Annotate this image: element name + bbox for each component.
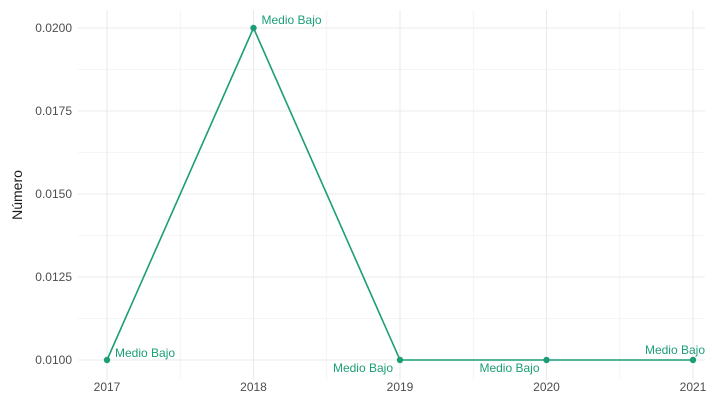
data-label: Medio Bajo bbox=[115, 346, 175, 360]
data-label: Medio Bajo bbox=[479, 361, 539, 375]
data-point bbox=[689, 356, 697, 364]
data-label: Medio Bajo bbox=[262, 13, 322, 27]
data-label: Medio Bajo bbox=[645, 343, 705, 357]
x-tick-label: 2018 bbox=[240, 380, 267, 394]
y-tick-label: 0.0125 bbox=[35, 270, 72, 284]
x-tick-label: 2021 bbox=[680, 380, 707, 394]
y-tick-label: 0.0100 bbox=[35, 353, 72, 367]
y-tick-label: 0.0150 bbox=[35, 187, 72, 201]
data-point bbox=[543, 356, 550, 364]
y-tick-label: 0.0200 bbox=[35, 21, 72, 35]
data-labels: Medio Bajo Medio Bajo Medio Bajo Medio Bajo… bbox=[115, 13, 705, 375]
x-tick-label: 2020 bbox=[533, 380, 560, 394]
data-point bbox=[103, 356, 111, 364]
y-tick-label: 0.0175 bbox=[35, 104, 72, 118]
x-tick-labels: 2017 2018 2019 2020 2021 bbox=[94, 380, 707, 394]
series-group bbox=[103, 24, 697, 364]
grid-lines bbox=[78, 10, 705, 380]
y-axis-title: Número bbox=[9, 170, 25, 220]
data-point bbox=[396, 356, 404, 364]
y-tick-labels: 0.0100 0.0125 0.0150 0.0175 0.0200 bbox=[35, 21, 72, 367]
data-label: Medio Bajo bbox=[333, 361, 393, 375]
x-tick-label: 2017 bbox=[94, 380, 121, 394]
data-point bbox=[250, 24, 257, 32]
x-tick-label: 2019 bbox=[387, 380, 414, 394]
